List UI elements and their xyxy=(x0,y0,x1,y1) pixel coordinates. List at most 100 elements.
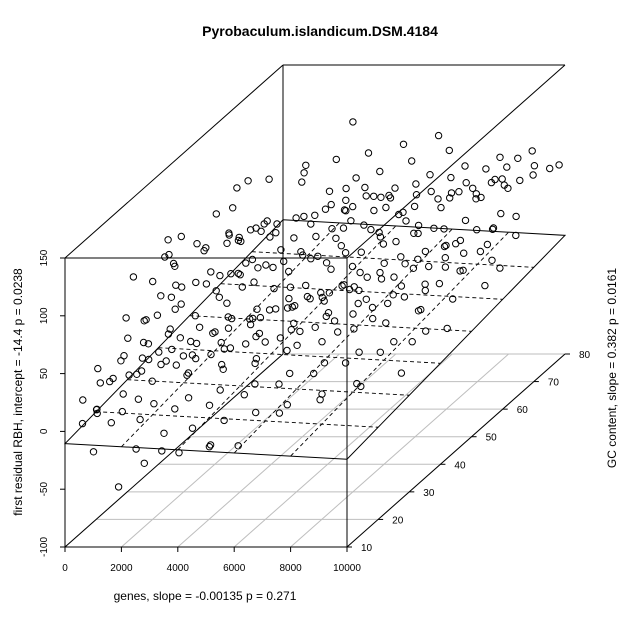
data-point xyxy=(399,208,407,217)
data-point xyxy=(184,394,193,402)
data-point xyxy=(402,217,410,225)
data-point xyxy=(384,299,392,308)
data-point xyxy=(376,268,384,277)
data-point xyxy=(397,369,406,377)
data-point xyxy=(235,233,243,242)
data-point xyxy=(354,299,362,308)
data-point xyxy=(512,212,520,221)
data-point xyxy=(286,369,294,378)
data-point xyxy=(437,203,445,212)
data-point xyxy=(397,282,406,290)
data-point xyxy=(206,441,215,449)
data-point xyxy=(443,324,451,333)
data-point xyxy=(140,317,148,325)
data-point xyxy=(410,202,419,211)
data-point xyxy=(481,281,489,290)
data-point xyxy=(461,162,469,170)
data-point xyxy=(555,161,563,169)
data-point xyxy=(357,248,365,256)
data-point xyxy=(307,255,315,263)
data-point xyxy=(275,409,284,417)
data-point xyxy=(370,192,378,201)
floor-grid-line xyxy=(177,353,397,548)
z-axis-ticks: -100 -50 0 50 100 150 xyxy=(39,249,65,557)
data-point xyxy=(150,400,158,408)
data-point xyxy=(414,255,422,263)
data-point xyxy=(195,323,204,331)
data-point xyxy=(318,338,326,346)
chart-title: Pyrobaculum.islandicum.DSM.4184 xyxy=(202,23,438,39)
data-point xyxy=(391,184,399,192)
data-point xyxy=(377,275,386,283)
data-point xyxy=(421,247,430,256)
data-point xyxy=(272,229,280,237)
data-point xyxy=(496,153,504,162)
data-point xyxy=(395,210,403,219)
data-point xyxy=(218,360,226,369)
data-point xyxy=(473,226,481,234)
data-point xyxy=(498,175,506,183)
data-point xyxy=(350,283,358,291)
plane-grid-line xyxy=(158,347,441,364)
data-point xyxy=(349,202,357,211)
data-point xyxy=(302,281,310,290)
data-point xyxy=(220,416,228,425)
data-point xyxy=(322,312,330,321)
z-tick-label: 150 xyxy=(39,249,50,266)
data-point xyxy=(114,483,123,491)
data-point xyxy=(325,187,334,196)
data-point xyxy=(288,303,296,311)
data-point xyxy=(311,211,319,220)
data-point xyxy=(169,259,178,268)
data-point xyxy=(280,257,288,266)
data-point xyxy=(148,377,156,385)
data-point xyxy=(472,190,480,198)
data-point xyxy=(332,234,340,243)
data-point xyxy=(355,348,363,356)
data-point xyxy=(408,157,416,165)
data-point xyxy=(376,233,385,241)
data-point xyxy=(134,395,143,403)
data-point xyxy=(442,241,450,250)
data-point xyxy=(96,379,105,387)
x-tick-label: 0 xyxy=(62,563,68,574)
data-point xyxy=(160,429,168,437)
z-tick-label: -100 xyxy=(39,537,50,557)
y-tick-label: 30 xyxy=(423,488,435,499)
data-point xyxy=(233,184,241,192)
data-point xyxy=(325,289,334,297)
data-point xyxy=(350,325,358,333)
data-point xyxy=(390,338,398,346)
data-point xyxy=(430,224,438,233)
data-point xyxy=(529,171,537,179)
x-axis-ticks: 0 2000 4000 6000 8000 10000 xyxy=(62,547,361,574)
data-point xyxy=(290,319,298,327)
data-point xyxy=(297,248,305,256)
y-axis-ticks: 10 20 30 40 50 60 70 80 xyxy=(347,350,591,554)
data-point xyxy=(120,352,128,360)
data-point xyxy=(489,224,498,232)
data-point xyxy=(293,341,301,349)
data-point xyxy=(168,345,176,354)
floor-grid-line xyxy=(233,353,453,548)
x-axis-label: genes, slope = -0.00135 p = 0.271 xyxy=(114,589,297,603)
data-point xyxy=(171,405,179,413)
data-point xyxy=(379,240,388,248)
data-point xyxy=(285,267,293,276)
data-point xyxy=(165,250,173,259)
data-point xyxy=(209,329,217,337)
y-tick-label: 50 xyxy=(486,433,498,444)
data-point xyxy=(421,280,429,288)
data-point xyxy=(237,237,245,246)
data-point xyxy=(349,310,357,318)
data-point xyxy=(546,164,554,173)
data-point xyxy=(238,283,247,291)
plane-grid-line xyxy=(290,231,509,457)
data-point xyxy=(129,273,138,281)
data-point xyxy=(441,254,449,262)
data-point xyxy=(106,377,114,386)
x-tick-label: 8000 xyxy=(279,563,302,574)
data-point xyxy=(253,305,261,313)
data-point xyxy=(341,359,350,367)
data-point xyxy=(252,355,261,363)
